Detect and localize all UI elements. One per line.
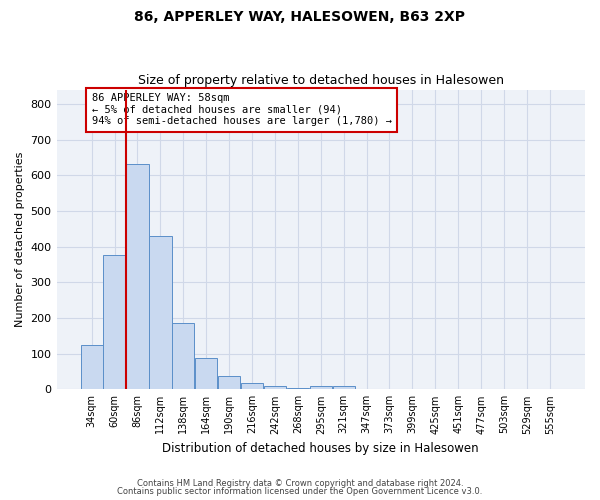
Bar <box>80 344 103 390</box>
X-axis label: Distribution of detached houses by size in Halesowen: Distribution of detached houses by size … <box>163 442 479 455</box>
Text: 86, APPERLEY WAY, HALESOWEN, B63 2XP: 86, APPERLEY WAY, HALESOWEN, B63 2XP <box>134 10 466 24</box>
Title: Size of property relative to detached houses in Halesowen: Size of property relative to detached ho… <box>138 74 504 87</box>
Bar <box>332 386 355 390</box>
Bar <box>195 358 217 390</box>
Bar <box>149 236 172 390</box>
Bar <box>264 386 286 390</box>
Text: 86 APPERLEY WAY: 58sqm
← 5% of detached houses are smaller (94)
94% of semi-deta: 86 APPERLEY WAY: 58sqm ← 5% of detached … <box>92 93 392 126</box>
Bar <box>241 383 263 390</box>
Bar <box>287 388 309 390</box>
Y-axis label: Number of detached properties: Number of detached properties <box>15 152 25 327</box>
Bar <box>127 164 149 390</box>
Bar <box>218 376 240 390</box>
Bar <box>310 386 332 390</box>
Bar <box>172 324 194 390</box>
Text: Contains public sector information licensed under the Open Government Licence v3: Contains public sector information licen… <box>118 487 482 496</box>
Text: Contains HM Land Registry data © Crown copyright and database right 2024.: Contains HM Land Registry data © Crown c… <box>137 478 463 488</box>
Bar <box>103 256 125 390</box>
